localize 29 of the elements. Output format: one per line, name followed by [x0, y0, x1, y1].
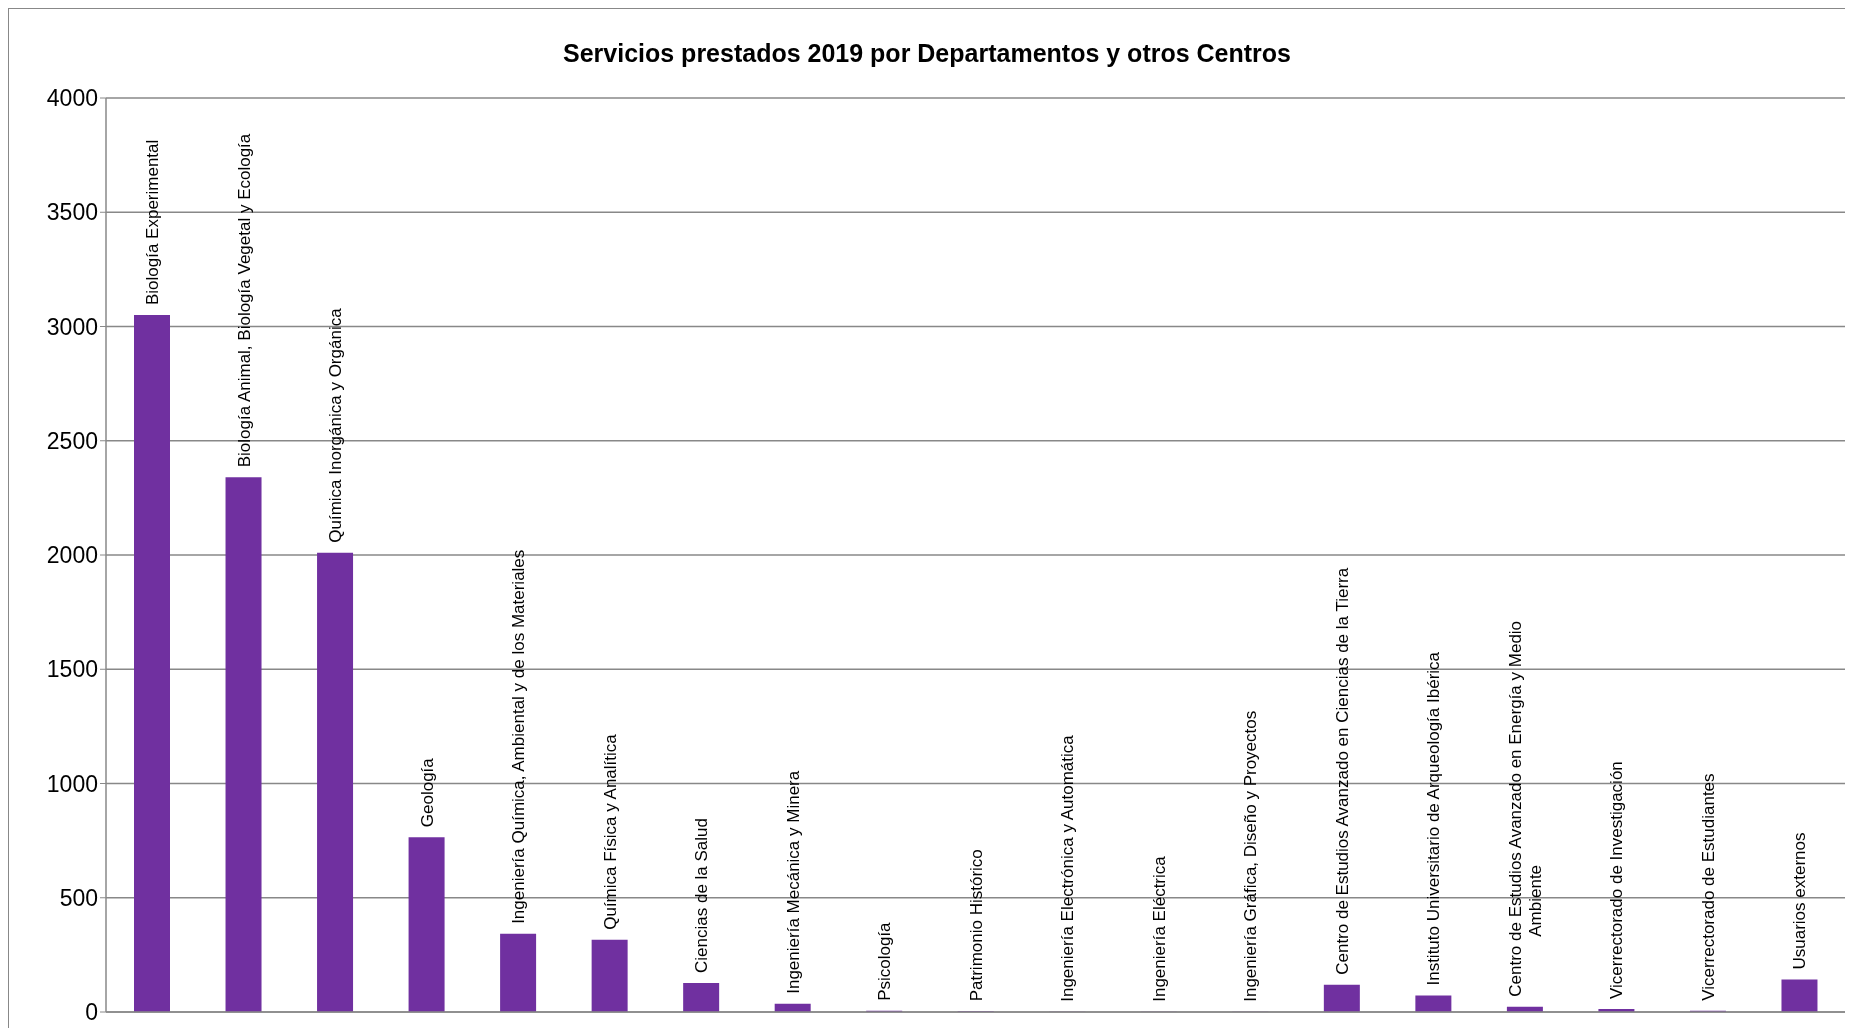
x-tick-label: Centro de Estudios Avanzado en Energía y Medio Ambiente	[1505, 620, 1545, 997]
x-tick-label: Ingeniería Gráfica, Diseño y Proyectos	[1241, 710, 1261, 1002]
x-tick-label: Biología Animal, Biología Vegetal y Ecología	[234, 133, 254, 468]
x-tick-label: Ingeniería Electrónica y Automática	[1058, 734, 1078, 1002]
x-tick-label: Vicerrectorado de Estudiantes	[1698, 773, 1718, 1001]
y-tick-label: 3000	[46, 313, 98, 340]
chart-title: Servicios prestados 2019 por Departamentos y otros Centros	[562, 39, 1292, 68]
x-tick-label: Ingeniería Química, Ambiental y de los Materiales	[509, 549, 529, 924]
x-tick-label: Ciencias de la Salud	[692, 818, 712, 973]
y-tick-label: 2000	[46, 542, 98, 569]
y-tick-label: 4000	[46, 85, 98, 112]
y-tick-label: 0	[85, 999, 98, 1026]
x-tick-label: Ingeniería Eléctrica	[1149, 855, 1169, 1002]
x-tick-label: Usuarios externos	[1790, 832, 1810, 970]
y-tick-label: 500	[59, 884, 98, 911]
x-tick-label: Instituto Universitario de Arqueología Ibérica	[1424, 651, 1444, 986]
y-tick-label: 2500	[46, 427, 98, 454]
x-tick-label: Química Física y Analítica	[600, 733, 620, 930]
x-tick-label: Química Inorgánica y Orgánica	[326, 307, 346, 543]
x-tick-label: Vicerrectorado de Investigación	[1607, 761, 1627, 1000]
x-tick-label: Psicología	[875, 921, 895, 1001]
x-tick-label: Centro de Estudios Avanzado en Ciencias de la Tierra	[1332, 567, 1352, 975]
x-tick-label: Biología Experimental	[143, 139, 162, 306]
x-tick-label: Patrimonio Histórico	[966, 849, 986, 1002]
y-tick-label: 3500	[46, 199, 98, 226]
x-tick-label: Geología	[417, 757, 437, 828]
y-tick-label: 1000	[46, 770, 98, 797]
x-tick-label: Ingeniería Mecánica y Minera	[783, 770, 803, 994]
y-tick-label: 1500	[46, 656, 98, 683]
